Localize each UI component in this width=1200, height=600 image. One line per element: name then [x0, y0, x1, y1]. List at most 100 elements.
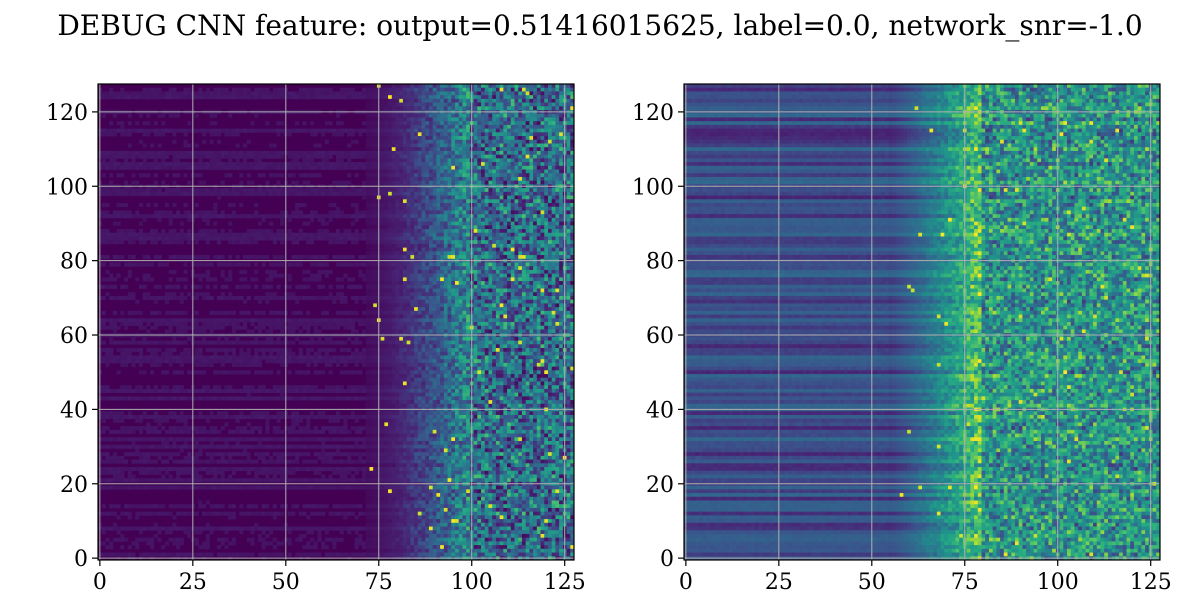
heatmap-left-cell [407, 240, 411, 244]
heatmap-left-cell [381, 95, 385, 99]
heatmap-left-cell [355, 151, 359, 155]
heatmap-left-cell [410, 222, 414, 226]
heatmap-left-cell [329, 192, 333, 196]
heatmap-left-cell [526, 225, 530, 229]
heatmap-left-cell [407, 251, 411, 255]
heatmap-left-cell [210, 229, 214, 233]
heatmap-left-cell [117, 229, 121, 233]
heatmap-left-cell [559, 132, 563, 136]
heatmap-left-cell [228, 132, 232, 136]
heatmap-left-cell [552, 270, 556, 274]
heatmap-left-cell [481, 244, 485, 248]
heatmap-left-cell [143, 285, 147, 289]
heatmap-left-cell [433, 188, 437, 192]
heatmap-left-cell [384, 144, 388, 148]
heatmap-left-cell [496, 103, 500, 107]
heatmap-left-cell [143, 240, 147, 244]
heatmap-left-cell [436, 155, 440, 159]
heatmap-left-cell [433, 177, 437, 181]
heatmap-left-cell [451, 229, 455, 233]
heatmap-left-cell [306, 129, 310, 133]
heatmap-left-cell [299, 203, 303, 207]
heatmap-left-cell [455, 244, 459, 248]
heatmap-left-cell [537, 255, 541, 259]
heatmap-left-cell [381, 270, 385, 274]
heatmap-left-cell [425, 91, 429, 95]
heatmap-left-cell [567, 289, 571, 293]
heatmap-left-cell [366, 248, 370, 252]
heatmap-left-cell [228, 91, 232, 95]
heatmap-left-cell [369, 192, 373, 196]
heatmap-left-cell [433, 222, 437, 226]
heatmap-left-cell [500, 117, 504, 121]
heatmap-left-cell [388, 103, 392, 107]
heatmap-left-cell [314, 88, 318, 92]
heatmap-left-cell [444, 121, 448, 125]
heatmap-left-cell [496, 166, 500, 170]
heatmap-left-cell [466, 158, 470, 162]
heatmap-left-cell [154, 173, 158, 177]
heatmap-left-cell [474, 84, 478, 88]
heatmap-left-cell [559, 136, 563, 140]
heatmap-left-cell [213, 285, 217, 289]
heatmap-left-cell [228, 173, 232, 177]
heatmap-left-cell [280, 222, 284, 226]
heatmap-left-cell [474, 151, 478, 155]
heatmap-left-cell [336, 151, 340, 155]
heatmap-left-cell [150, 214, 154, 218]
heatmap-left-cell [109, 166, 113, 170]
heatmap-left-cell [165, 151, 169, 155]
heatmap-left-cell [366, 84, 370, 88]
heatmap-left-cell [303, 181, 307, 185]
heatmap-left-cell [511, 207, 515, 211]
heatmap-left-cell [436, 147, 440, 151]
heatmap-left-cell [496, 210, 500, 214]
heatmap-left-cell [169, 114, 173, 118]
heatmap-left-cell [500, 266, 504, 270]
heatmap-left-cell [102, 240, 106, 244]
heatmap-left-cell [321, 222, 325, 226]
heatmap-left-cell [381, 210, 385, 214]
heatmap-left-cell [541, 177, 545, 181]
heatmap-left-cell [410, 292, 414, 296]
heatmap-left-cell [396, 236, 400, 240]
heatmap-left-cell [436, 222, 440, 226]
heatmap-left-cell [414, 192, 418, 196]
heatmap-left-cell [552, 248, 556, 252]
heatmap-left-cell [518, 248, 522, 252]
heatmap-left-cell [559, 192, 563, 196]
heatmap-left-cell [340, 162, 344, 166]
heatmap-left-cell [459, 248, 463, 252]
heatmap-left-cell [548, 162, 552, 166]
heatmap-left-cell [526, 144, 530, 148]
heatmap-left-cell [109, 240, 113, 244]
heatmap-left-cell [418, 121, 422, 125]
heatmap-left-cell [410, 162, 414, 166]
heatmap-left-cell [503, 292, 507, 296]
heatmap-left-cell [128, 240, 132, 244]
heatmap-left-cell [544, 91, 548, 95]
heatmap-left-cell [210, 192, 214, 196]
heatmap-left-cell [373, 240, 377, 244]
heatmap-left-cell [306, 166, 310, 170]
heatmap-left-cell [507, 173, 511, 177]
heatmap-left-cell [317, 214, 321, 218]
heatmap-left-cell [135, 129, 139, 133]
heatmap-left-cell [399, 99, 403, 103]
heatmap-left-cell [436, 121, 440, 125]
heatmap-left-cell [176, 210, 180, 214]
heatmap-left-cell [425, 125, 429, 129]
heatmap-left-cell [500, 244, 504, 248]
heatmap-left-cell [206, 274, 210, 278]
heatmap-left-cell [332, 166, 336, 170]
heatmap-left-cell [288, 95, 292, 99]
heatmap-left-cell [503, 266, 507, 270]
heatmap-left-cell [548, 218, 552, 222]
heatmap-left-cell [158, 144, 162, 148]
heatmap-left-cell [541, 199, 545, 203]
heatmap-left-cell [143, 263, 147, 267]
heatmap-left-cell [120, 155, 124, 159]
heatmap-left-cell [529, 285, 533, 289]
heatmap-left-cell [388, 266, 392, 270]
heatmap-left-cell [396, 136, 400, 140]
